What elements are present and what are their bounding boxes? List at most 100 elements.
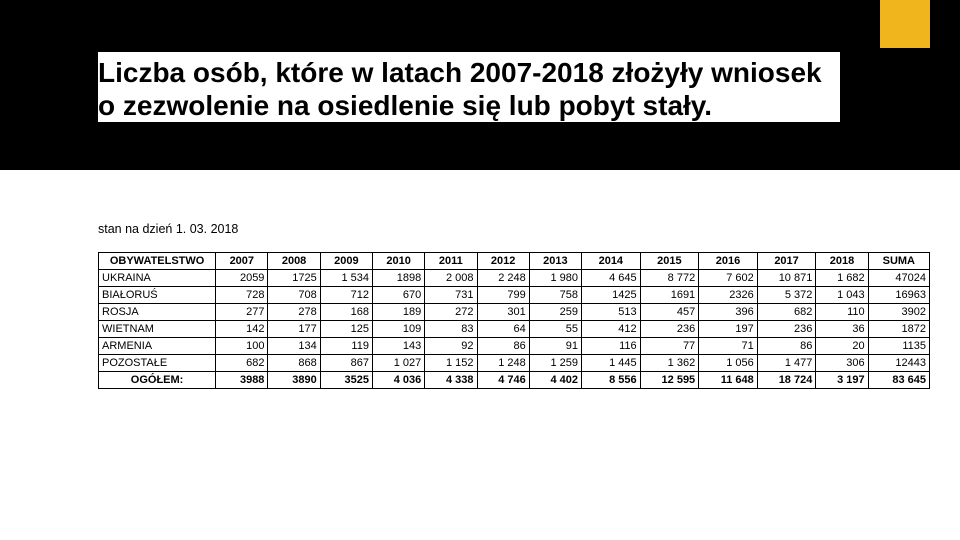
cell: 119 [320,338,372,355]
table-row: UKRAINA205917251 53418982 0082 2481 9804… [99,270,930,287]
cell: 1 056 [699,355,758,372]
cell: 116 [582,338,641,355]
cell: 91 [529,338,581,355]
cell: 278 [268,304,320,321]
cell: 1 477 [757,355,816,372]
total-cell: 12 595 [640,372,699,389]
total-cell: 4 036 [372,372,424,389]
total-cell: 3 197 [816,372,868,389]
cell: 1 152 [425,355,477,372]
col-header: 2010 [372,253,424,270]
total-cell: 4 338 [425,372,477,389]
cell: 259 [529,304,581,321]
cell: 10 871 [757,270,816,287]
cell: 1 027 [372,355,424,372]
row-label: BIAŁORUŚ [99,287,216,304]
cell: 125 [320,321,372,338]
cell: 1 445 [582,355,641,372]
total-cell: 4 746 [477,372,529,389]
slide-title: Liczba osób, które w latach 2007-2018 zł… [98,52,840,122]
cell: 134 [268,338,320,355]
row-label: WIETNAM [99,321,216,338]
data-table: OBYWATELSTWO2007200820092010201120122013… [98,252,930,389]
cell: 236 [757,321,816,338]
table-row: BIAŁORUŚ72870871267073179975814251691232… [99,287,930,304]
row-label: POZOSTAŁE [99,355,216,372]
total-cell: 4 402 [529,372,581,389]
table-row: POZOSTAŁE6828688671 0271 1521 2481 2591 … [99,355,930,372]
table-row: ROSJA27727816818927230125951345739668211… [99,304,930,321]
cell: 142 [216,321,268,338]
cell: 47024 [868,270,929,287]
cell: 77 [640,338,699,355]
cell: 1425 [582,287,641,304]
table-head: OBYWATELSTWO2007200820092010201120122013… [99,253,930,270]
cell: 1135 [868,338,929,355]
cell: 2 248 [477,270,529,287]
total-cell: 8 556 [582,372,641,389]
col-header: 2013 [529,253,581,270]
total-cell: 3988 [216,372,268,389]
cell: 168 [320,304,372,321]
cell: 1 248 [477,355,529,372]
cell: 4 645 [582,270,641,287]
cell: 177 [268,321,320,338]
cell: 7 602 [699,270,758,287]
data-table-wrap: OBYWATELSTWO2007200820092010201120122013… [98,252,930,389]
cell: 110 [816,304,868,321]
col-header: 2008 [268,253,320,270]
row-label: ARMENIA [99,338,216,355]
col-header: 2007 [216,253,268,270]
cell: 55 [529,321,581,338]
cell: 412 [582,321,641,338]
cell: 2 008 [425,270,477,287]
total-label: OGÓŁEM: [99,372,216,389]
slide: Liczba osób, które w latach 2007-2018 zł… [0,0,960,540]
cell: 396 [699,304,758,321]
cell: 100 [216,338,268,355]
cell: 1691 [640,287,699,304]
cell: 1725 [268,270,320,287]
cell: 1 362 [640,355,699,372]
table-row: ARMENIA100134119143928691116777186201135 [99,338,930,355]
cell: 457 [640,304,699,321]
cell: 5 372 [757,287,816,304]
cell: 189 [372,304,424,321]
col-header: 2011 [425,253,477,270]
cell: 36 [816,321,868,338]
cell: 868 [268,355,320,372]
cell: 728 [216,287,268,304]
cell: 92 [425,338,477,355]
col-header: 2016 [699,253,758,270]
cell: 306 [816,355,868,372]
cell: 1 980 [529,270,581,287]
cell: 682 [216,355,268,372]
cell: 1 259 [529,355,581,372]
total-cell: 3890 [268,372,320,389]
col-header: 2018 [816,253,868,270]
col-header: 2015 [640,253,699,270]
cell: 708 [268,287,320,304]
cell: 272 [425,304,477,321]
cell: 712 [320,287,372,304]
cell: 2059 [216,270,268,287]
cell: 2326 [699,287,758,304]
cell: 8 772 [640,270,699,287]
cell: 1 534 [320,270,372,287]
cell: 867 [320,355,372,372]
cell: 236 [640,321,699,338]
cell: 86 [757,338,816,355]
accent-block [880,0,930,48]
cell: 197 [699,321,758,338]
cell: 83 [425,321,477,338]
row-label: UKRAINA [99,270,216,287]
table-row-total: OGÓŁEM:3988389035254 0364 3384 7464 4028… [99,372,930,389]
cell: 758 [529,287,581,304]
cell: 1898 [372,270,424,287]
col-header: 2017 [757,253,816,270]
slide-subtitle: stan na dzień 1. 03. 2018 [98,222,238,236]
cell: 670 [372,287,424,304]
col-header: 2009 [320,253,372,270]
cell: 1872 [868,321,929,338]
col-header: SUMA [868,253,929,270]
